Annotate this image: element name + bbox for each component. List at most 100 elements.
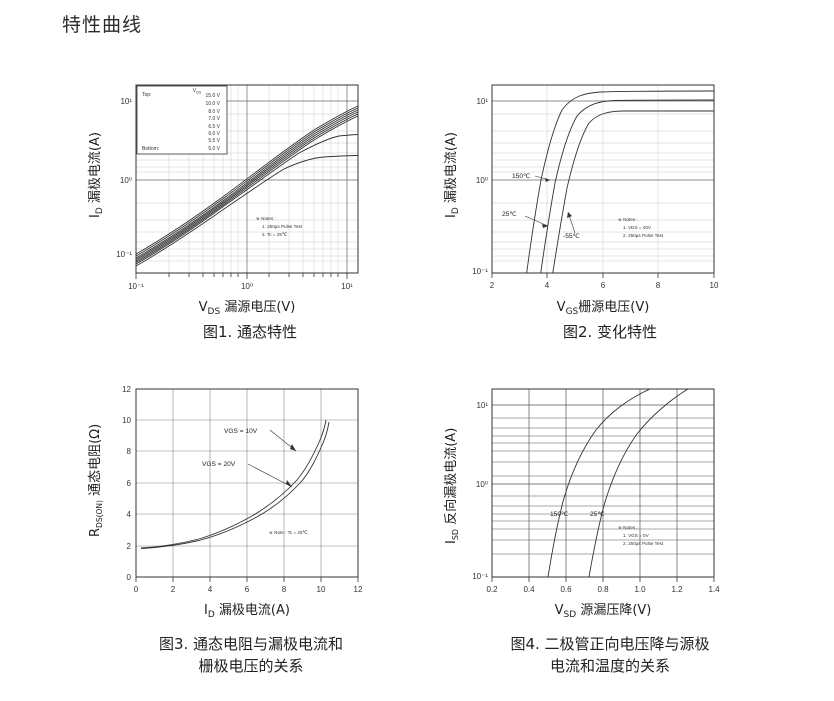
fig4-curves [547,389,689,577]
fig4-y-axis-label: ISD 反向漏极电流(A) [443,428,460,544]
svg-text:10: 10 [317,585,326,594]
svg-text:25℃: 25℃ [502,211,517,218]
svg-text:2. 250μs Pulse Test: 2. 250μs Pulse Test [623,233,664,238]
svg-text:10.0 V: 10.0 V [206,101,221,107]
svg-text:Bottom:: Bottom: [142,146,159,152]
svg-text:ISD 反向漏极电流(A): ISD 反向漏极电流(A) [443,428,460,544]
svg-text:10¹: 10¹ [476,97,488,106]
svg-text:0.6: 0.6 [560,585,572,594]
figure-4-caption: 图4. 二极管正向电压降与源极 电流和温度的关系 [450,634,770,678]
fig4-major-gridlines [492,389,714,577]
svg-text:10⁰: 10⁰ [476,480,488,489]
fig1-x-axis-label: VDS 漏源电压(V) [199,299,296,317]
fig3-y-axis-label: RDS(ON) 通态电阻(Ω) [88,424,104,537]
fig1-notes: ※ Notes : 1. 250μs Pulse Test 2. Tc = 25… [256,216,303,237]
fig4-x-tick-labels: 0.2 0.4 0.6 0.8 1.0 1.2 1.4 [486,585,720,594]
svg-text:VGS = 10V: VGS = 10V [224,428,258,435]
figure-1-caption: 图1. 通态特性 [202,323,298,341]
svg-text:10⁻¹: 10⁻¹ [472,267,488,276]
figure-3-on-resistance: RDS(ON) 通态电阻(Ω) VGS = 10V VGS = 20V ※ No… [84,372,404,630]
svg-text:10⁻¹: 10⁻¹ [116,250,132,259]
svg-text:150℃: 150℃ [550,511,569,518]
fig3-gridlines [136,389,358,577]
svg-text:4: 4 [208,585,213,594]
svg-text:※ Notes :: ※ Notes : [618,217,638,222]
svg-text:6: 6 [245,585,250,594]
figure-3-caption-line-2: 栅极电压的关系 [198,656,304,675]
svg-text:6.5 V: 6.5 V [208,124,220,130]
fig2-y-ticks: 10¹ 10⁰ 10⁻¹ [472,97,488,276]
fig1-curves [136,105,358,267]
fig4-notes: ※ Notes : 1. VGS = 0V 2. 250μs Pulse Tes… [618,525,664,546]
svg-text:ID 漏极电流(A): ID 漏极电流(A) [87,132,105,218]
svg-text:1. 250μs Pulse Test: 1. 250μs Pulse Test [262,224,303,229]
fig1-y-axis-label: ID 漏极电流(A) [87,132,105,218]
svg-text:※ Notes :: ※ Notes : [256,216,276,221]
svg-text:-55℃: -55℃ [563,233,581,240]
svg-text:4: 4 [127,510,132,519]
svg-text:6: 6 [127,479,132,488]
svg-text:6.0 V: 6.0 V [208,131,220,137]
fig3-notes: ※ Note : Tc = 25℃ [269,530,309,535]
fig2-major-gridlines [492,100,714,181]
fig2-x-tick-labels: 2 4 6 8 10 [490,281,719,290]
fig3-y-tick-labels: 12 10 8 6 4 2 0 [122,385,131,582]
svg-text:1.0: 1.0 [634,585,646,594]
fig2-notes: ※ Notes : 1. VDS = 40V 2. 250μs Pulse Te… [618,217,664,238]
svg-text:8.0 V: 8.0 V [208,109,220,115]
svg-text:12: 12 [354,585,363,594]
svg-text:0.8: 0.8 [597,585,609,594]
svg-text:10¹: 10¹ [476,401,488,410]
svg-text:2: 2 [171,585,176,594]
fig2-y-axis-label: ID 漏极电流(A) [443,132,461,218]
figure-2-transfer-characteristics: ID 漏极电流(A) 150℃ 25℃ -55℃ ※ Notes : [440,68,760,328]
fig2-minor-gridlines [492,85,714,273]
figure-3-caption-line-1: 图3. 通态电阻与漏极电流和 [158,635,344,653]
svg-text:1.2: 1.2 [671,585,683,594]
svg-text:VGS: VGS [193,88,202,95]
fig2-curves [526,90,714,273]
figure-3-caption: 图3. 通态电阻与漏极电流和 栅极电压的关系 [96,634,406,678]
svg-text:1.4: 1.4 [708,585,720,594]
fig1-x-tick-labels: 10⁻¹ 10⁰ 10¹ [128,282,353,291]
svg-text:25℃: 25℃ [590,511,605,518]
fig3-curves [140,419,330,549]
svg-text:5.5 V: 5.5 V [208,138,220,144]
fig4-x-tickmarks [491,577,715,582]
svg-text:10¹: 10¹ [341,282,353,291]
svg-text:7.0 V: 7.0 V [208,116,220,122]
svg-text:8: 8 [656,281,661,290]
svg-text:15.0 V: 15.0 V [206,93,221,99]
svg-text:※ Notes :: ※ Notes : [618,525,638,530]
svg-text:VGS = 20V: VGS = 20V [202,461,236,468]
fig1-x-tickmarks [135,273,348,279]
svg-text:10⁻¹: 10⁻¹ [128,282,144,291]
fig2-x-tickmarks [491,273,715,278]
fig2-x-axis-label: VGS栅源电压(V) [557,300,650,317]
svg-text:10⁰: 10⁰ [476,176,488,185]
svg-text:10⁰: 10⁰ [241,282,253,291]
page-title: 特性曲线 [62,14,143,36]
svg-text:10⁻¹: 10⁻¹ [472,572,488,581]
svg-text:2. 250μs Pulse Test: 2. 250μs Pulse Test [623,541,664,546]
svg-text:0.4: 0.4 [523,585,535,594]
svg-text:10¹: 10¹ [120,97,132,106]
svg-text:2: 2 [490,281,495,290]
svg-text:4: 4 [545,281,550,290]
svg-text:10: 10 [122,416,131,425]
svg-text:1. VGS = 0V: 1. VGS = 0V [623,533,650,538]
fig3-curve-labels: VGS = 10V VGS = 20V [202,428,297,488]
figure-4-caption-line-2: 电流和温度的关系 [549,656,670,675]
svg-text:8: 8 [282,585,287,594]
svg-text:1. VDS = 40V: 1. VDS = 40V [623,225,652,230]
figure-2-caption: 图2. 变化特性 [562,323,658,341]
fig3-x-tickmarks [135,577,359,582]
fig2-curve-labels: 150℃ 25℃ -55℃ [502,173,581,240]
fig1-legend: Top: VGS 15.0 V 10.0 V 8.0 V 7.0 V 6.5 V… [136,85,228,155]
figure-4-caption-line-1: 图4. 二极管正向电压降与源极 [510,635,710,653]
svg-text:5.0 V: 5.0 V [208,146,220,152]
figure-4-body-diode-forward-voltage: ISD 反向漏极电流(A) 150℃ 25℃ ※ Notes : 1. VGS … [440,372,760,630]
svg-text:10⁰: 10⁰ [120,176,132,185]
svg-text:8: 8 [127,447,132,456]
svg-text:RDS(ON) 通态电阻(Ω): RDS(ON) 通态电阻(Ω) [88,424,104,537]
